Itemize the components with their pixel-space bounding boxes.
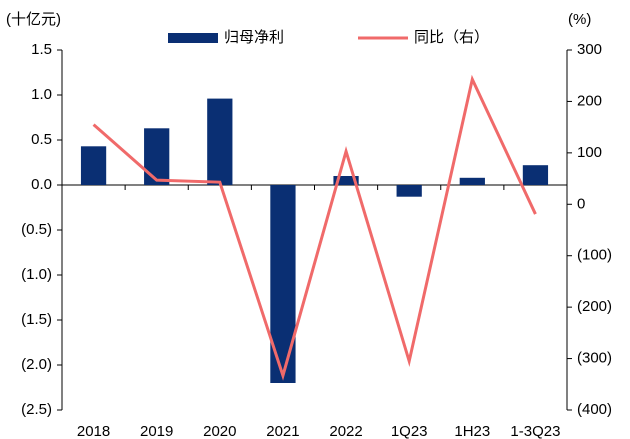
y2-tick-label: (100) xyxy=(577,247,612,264)
x-tick-label: 1-3Q23 xyxy=(510,423,560,439)
bar xyxy=(333,176,359,185)
y-tick-label: 1.0 xyxy=(31,86,52,103)
y-tick-label: 0.5 xyxy=(31,131,52,148)
x-tick-label: 2020 xyxy=(203,423,236,439)
y2-tick-label: (400) xyxy=(577,401,612,418)
bar xyxy=(207,98,233,185)
x-tick-label: 2018 xyxy=(77,423,110,439)
x-tick-label: 2022 xyxy=(329,423,362,439)
y2-tick-label: 0 xyxy=(577,195,585,212)
y2-tick-label: (300) xyxy=(577,350,612,367)
y2-axis-label: (%) xyxy=(568,11,591,28)
x-tick-label: 2021 xyxy=(266,423,299,439)
legend-label: 同比（右） xyxy=(414,29,489,46)
bar xyxy=(522,165,549,185)
y-tick-label: (2.5) xyxy=(21,401,52,418)
bar xyxy=(80,146,107,185)
y-tick-label: (0.5) xyxy=(21,221,52,238)
x-tick-label: 1H23 xyxy=(454,423,490,439)
y-tick-label: (1.5) xyxy=(21,311,52,328)
bar xyxy=(396,185,422,197)
legend-swatch xyxy=(168,33,218,43)
y2-tick-label: (200) xyxy=(577,298,612,315)
y2-tick-label: 300 xyxy=(577,41,602,58)
line xyxy=(92,74,537,381)
x-tick-label: 2019 xyxy=(140,423,173,439)
bar xyxy=(459,177,485,185)
y-tick-label: (1.0) xyxy=(21,266,52,283)
y2-tick-label: 200 xyxy=(577,92,602,109)
legend-label: 归母净利 xyxy=(224,29,284,46)
y-tick-label: (2.0) xyxy=(21,356,52,373)
y-tick-label: 0.0 xyxy=(31,176,52,193)
y2-tick-label: 100 xyxy=(577,144,602,161)
bar xyxy=(144,128,170,185)
y-tick-label: 1.5 xyxy=(31,41,52,58)
x-tick-label: 1Q23 xyxy=(391,423,428,439)
y-axis-label: (十亿元) xyxy=(6,11,61,28)
